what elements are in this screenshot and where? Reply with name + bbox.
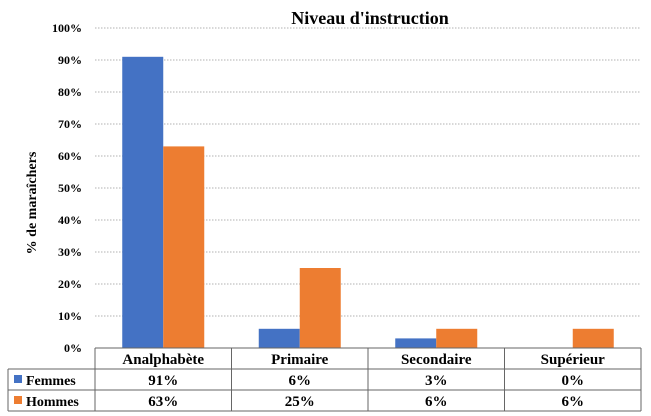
data-label-femmes: 3% (425, 373, 448, 389)
data-label-hommes: 25% (285, 394, 315, 410)
x-tick-label: Analphabète (122, 352, 204, 368)
data-label-femmes: 6% (289, 373, 312, 389)
data-label-femmes: 91% (148, 373, 178, 389)
y-tick-label: 30% (58, 245, 82, 259)
bar-femmes-2 (395, 338, 437, 348)
y-axis-ticks: 0% 10% 20% 30% 40% 50% 60% 70% 80% 90% 100% (52, 21, 82, 355)
y-tick-label: 60% (58, 149, 82, 163)
y-tick-label: 70% (58, 117, 82, 131)
bar-hommes-1 (299, 268, 341, 348)
bar-femmes-1 (258, 328, 300, 348)
legend-swatch-femmes (14, 375, 22, 383)
bar-hommes-0 (163, 146, 205, 348)
bar-hommes-3 (572, 328, 614, 348)
y-axis-label: % de maraîchers (25, 151, 40, 254)
x-tick-label: Secondaire (401, 352, 472, 368)
y-tick-label: 40% (58, 213, 82, 227)
x-tick-label: Supérieur (541, 352, 606, 368)
data-table: Analphabète Primaire Secondaire Supérieur Fe… (7, 348, 642, 412)
y-tick-label: 80% (58, 85, 82, 99)
legend-label-femmes: Femmes (26, 374, 76, 389)
data-label-hommes: 6% (562, 394, 585, 410)
y-tick-label: 100% (52, 21, 82, 35)
y-tick-label: 90% (58, 53, 82, 67)
bar-femmes-0 (122, 56, 164, 349)
legend-label-hommes: Hommes (26, 395, 79, 410)
bars (122, 56, 614, 349)
data-label-hommes: 63% (148, 394, 178, 410)
data-label-hommes: 6% (425, 394, 448, 410)
data-label-femmes: 0% (562, 373, 585, 389)
legend-swatch-hommes (14, 396, 22, 404)
chart-title: Niveau d'instruction (291, 8, 449, 28)
y-tick-label: 10% (58, 309, 82, 323)
y-tick-label: 50% (58, 181, 82, 195)
y-tick-label: 20% (58, 277, 82, 291)
y-tick-label: 0% (64, 341, 82, 355)
x-tick-label: Primaire (271, 352, 329, 368)
bar-hommes-2 (436, 328, 478, 348)
